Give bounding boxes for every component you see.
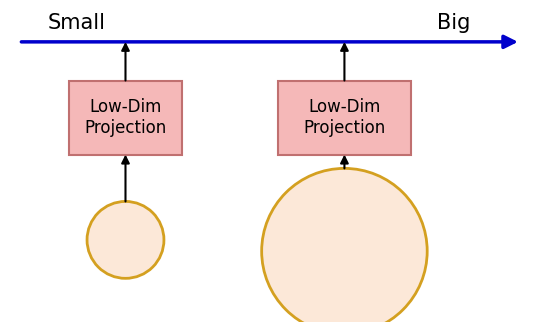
FancyBboxPatch shape — [278, 80, 411, 155]
Ellipse shape — [87, 202, 164, 278]
Text: Low-Dim
Projection: Low-Dim Projection — [84, 98, 167, 137]
Text: Low-Dim
Projection: Low-Dim Projection — [303, 98, 386, 137]
Text: Big: Big — [437, 13, 470, 33]
FancyBboxPatch shape — [69, 80, 182, 155]
Text: Small: Small — [48, 13, 106, 33]
Ellipse shape — [262, 168, 427, 322]
